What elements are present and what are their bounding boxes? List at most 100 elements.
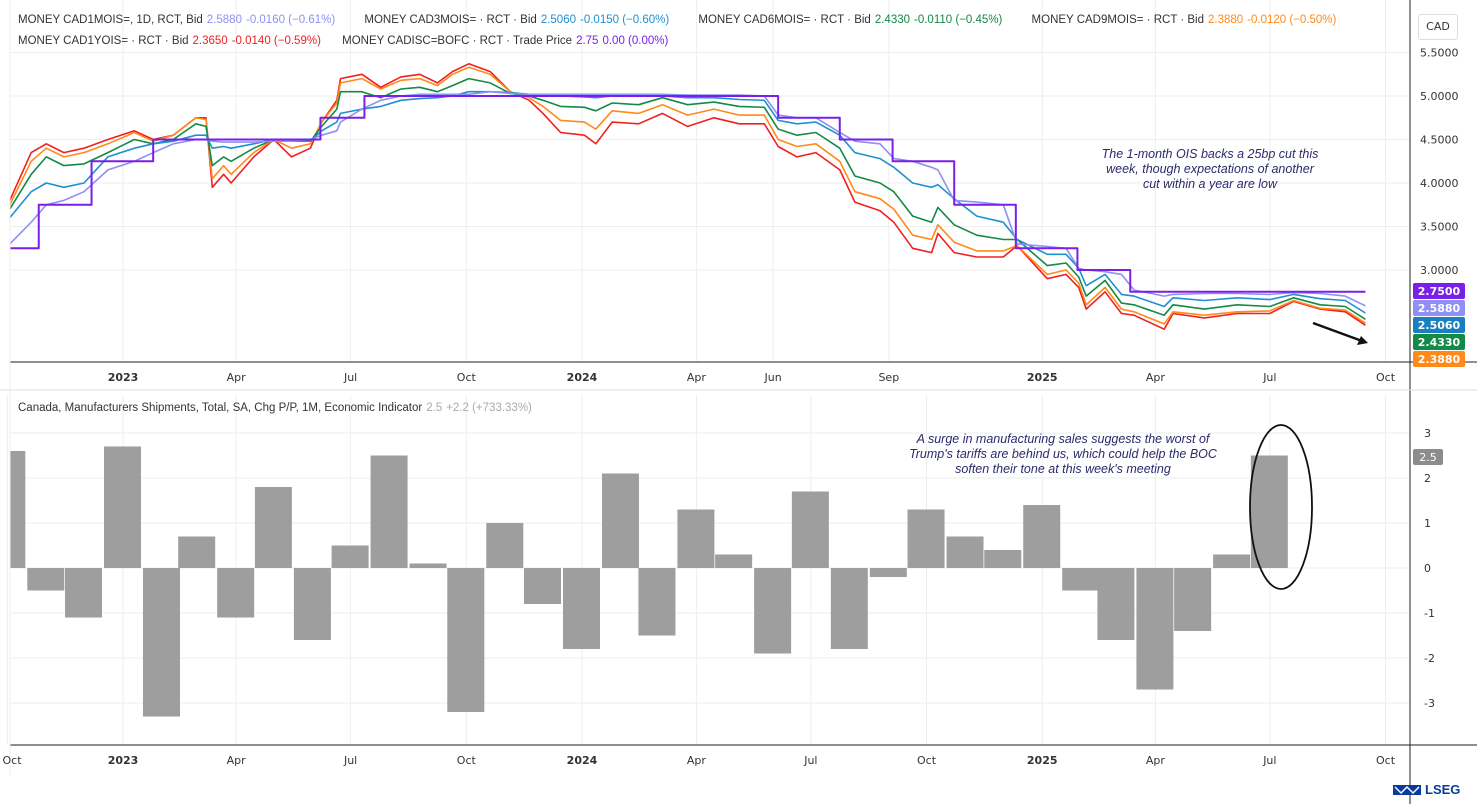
top-legend-row-1: MONEY CAD1MOIS=, 1D, RCT, Bid 2.5880 -0.01… xyxy=(18,14,1340,26)
x-tick-label: Jul xyxy=(803,754,817,767)
legend-name: MONEY CAD1MOIS=, 1D, RCT, Bid xyxy=(18,14,203,26)
last-value-badge xyxy=(1413,334,1465,350)
bar-2023-06 xyxy=(293,568,331,640)
bar-2025-01 xyxy=(1023,505,1061,568)
legend-change: -0.0120 (−0.50%) xyxy=(1247,14,1337,26)
bottom-annotation: A surge in manufacturing sales suggests … xyxy=(909,432,1217,476)
x-tick-label: 2023 xyxy=(108,754,139,767)
bar-2024-10 xyxy=(907,509,945,568)
legend-name: MONEY CAD1YOIS= · RCT · Bid xyxy=(18,35,189,47)
bar-2022-12 xyxy=(65,568,103,618)
y-tick-label: -1 xyxy=(1424,607,1435,620)
bar-2023-08 xyxy=(370,455,408,568)
legend-change: -0.0110 (−0.45%) xyxy=(914,14,1003,26)
x-tick-label: Oct xyxy=(1376,371,1396,384)
currency-button[interactable]: CAD xyxy=(1418,14,1458,40)
legend-name: MONEY CAD6MOIS= · RCT · Bid xyxy=(698,14,871,26)
bar-2024-04 xyxy=(677,509,715,568)
x-tick-label: 2024 xyxy=(567,371,598,384)
bar-2022-11 xyxy=(27,568,65,591)
y-tick-label: 3 xyxy=(1424,427,1431,440)
logo-text: LSEG xyxy=(1425,782,1461,797)
bar-2024-01 xyxy=(562,568,600,649)
last-value-badge xyxy=(1413,351,1465,367)
bar-2023-03 xyxy=(178,536,216,568)
y-tick-label: 3.0000 xyxy=(1420,264,1459,277)
legend-change: -0.0160 (−0.61%) xyxy=(245,14,336,26)
bar-2024-09 xyxy=(869,568,907,577)
series-line-money-cad9mois- xyxy=(9,66,1366,325)
legend-change: -0.0140 (−0.59%) xyxy=(231,35,321,47)
bar-2025-06 xyxy=(1213,554,1251,568)
bar-2024-02 xyxy=(601,473,639,568)
bar-2023-10 xyxy=(447,568,485,712)
y-tick-label: 5.0000 xyxy=(1420,90,1459,103)
last-value-badge xyxy=(1413,283,1465,299)
x-tick-label: Jul xyxy=(343,754,357,767)
bar-2023-07 xyxy=(331,545,369,568)
last-value-badge xyxy=(1413,317,1465,333)
x-tick-label: Apr xyxy=(227,754,247,767)
last-value-badge-label: 2.7500 xyxy=(1418,285,1461,298)
highlight-ellipse xyxy=(1249,424,1313,590)
arrow-head-icon xyxy=(1357,336,1368,345)
last-value-badge-label: 2.5060 xyxy=(1418,319,1461,332)
bar-2024-08 xyxy=(830,568,868,649)
series-line-money-cad3mois- xyxy=(9,90,1366,314)
legend-value: 2.5060 xyxy=(540,14,576,26)
bar-2024-07 xyxy=(791,491,829,568)
series-line-money-cad1yois- xyxy=(9,63,1366,330)
bar-2024-05 xyxy=(715,554,753,568)
x-tick-label: Sep xyxy=(878,371,899,384)
bar-2023-11 xyxy=(486,523,524,568)
legend-value: 2.3650 xyxy=(192,35,228,47)
y-tick-label: 0 xyxy=(1424,562,1431,575)
last-value-badge-label: 2.5 xyxy=(1419,451,1437,464)
y-tick-label: -2 xyxy=(1424,652,1435,665)
x-tick-label: Oct xyxy=(457,371,477,384)
y-tick-label: -3 xyxy=(1424,697,1435,710)
bar-2025-04 xyxy=(1136,568,1174,690)
top-annotation: The 1-month OIS backs a 25bp cut this we… xyxy=(1101,147,1319,191)
x-tick-label: Jun xyxy=(764,371,782,384)
x-tick-label: Jul xyxy=(1262,754,1276,767)
y-tick-label: 1 xyxy=(1424,517,1431,530)
x-tick-label: Jul xyxy=(1262,371,1276,384)
x-tick-label: 2024 xyxy=(567,754,598,767)
bar-2023-04 xyxy=(217,568,255,618)
legend-name: MONEY CAD9MOIS= · RCT · Bid xyxy=(1031,14,1204,26)
x-tick-label: Apr xyxy=(1146,371,1166,384)
x-tick-label: Jul xyxy=(343,371,357,384)
bar-2024-03 xyxy=(638,568,676,636)
last-value-badge-label: 2.5880 xyxy=(1418,302,1461,315)
y-tick-label: 2 xyxy=(1424,472,1431,485)
bar-2023-05 xyxy=(254,487,292,568)
series-line-money-cadisc-bofc xyxy=(9,95,1366,293)
legend-name: Canada, Manufacturers Shipments, Total, … xyxy=(18,402,423,414)
x-tick-label: Apr xyxy=(687,754,707,767)
bar-2025-07 xyxy=(1250,455,1288,568)
legend-value: 2.5880 xyxy=(206,14,242,26)
legend-change: 0.00 (0.00%) xyxy=(602,35,669,47)
y-tick-label: 5.5000 xyxy=(1420,47,1459,60)
x-tick-label: Apr xyxy=(1146,754,1166,767)
bar-2024-11 xyxy=(946,536,984,568)
bar-2024-12 xyxy=(984,550,1022,568)
trend-arrow-icon xyxy=(1312,321,1363,343)
legend-value: 2.75 xyxy=(576,35,599,47)
last-value-badge-label: 2.4330 xyxy=(1418,336,1461,349)
x-tick-label: Apr xyxy=(687,371,707,384)
x-tick-label: Oct xyxy=(1376,754,1396,767)
legend-value: 2.4330 xyxy=(874,14,911,26)
lseg-logo: LSEG xyxy=(1393,782,1460,797)
bar-2024-06 xyxy=(754,568,792,654)
y-tick-label: 4.0000 xyxy=(1420,177,1459,190)
bar-2025-02 xyxy=(1062,568,1100,591)
bar-2023-12 xyxy=(524,568,562,604)
x-tick-label: 2025 xyxy=(1027,754,1058,767)
legend-name: MONEY CADISC=BOFC · RCT · Trade Price xyxy=(342,35,573,47)
bar-2023-02 xyxy=(142,568,180,717)
legend-name: MONEY CAD3MOIS= · RCT · Bid xyxy=(364,14,537,26)
last-value-badge xyxy=(1413,300,1465,316)
